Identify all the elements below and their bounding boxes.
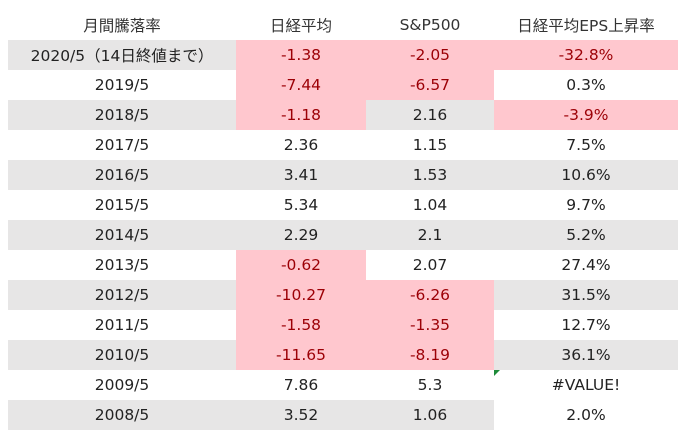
period-cell[interactable]: 2014/5 xyxy=(8,220,236,250)
eps-cell[interactable]: -3.9% xyxy=(494,100,678,130)
table-row: 2012/5 -10.27 -6.26 31.5% xyxy=(8,280,678,310)
eps-cell[interactable]: 31.5% xyxy=(494,280,678,310)
sp500-cell[interactable]: 1.15 xyxy=(412,136,448,154)
table-row: 2014/5 2.29 2.1 5.2% xyxy=(8,220,678,250)
eps-cell[interactable]: 5.2% xyxy=(494,220,678,250)
nikkei-cell[interactable]: -0.62 xyxy=(236,250,366,280)
eps-cell[interactable]: 12.7% xyxy=(561,316,611,334)
nikkei-cell[interactable]: 3.41 xyxy=(236,160,366,190)
returns-table: 月間騰落率 日経平均 S&P500 日経平均EPS上昇率 2020/5（14日終… xyxy=(8,10,678,430)
nikkei-cell[interactable]: 2.36 xyxy=(283,136,319,154)
period-cell[interactable]: 2019/5 xyxy=(94,76,150,94)
period-cell[interactable]: 2020/5（14日終値まで） xyxy=(8,40,236,70)
period-cell[interactable]: 2018/5 xyxy=(8,100,236,130)
table-row: 2020/5（14日終値まで） -1.38 -2.05 -32.8% xyxy=(8,40,678,70)
table-row: 2015/5 5.34 1.04 9.7% xyxy=(8,190,678,220)
eps-cell[interactable]: 0.3% xyxy=(566,76,606,94)
table-row: 2013/5 -0.62 2.07 27.4% xyxy=(8,250,678,280)
sp500-cell[interactable]: 5.3 xyxy=(417,376,443,394)
table-row: 2009/5 7.86 5.3 #VALUE! xyxy=(8,370,678,400)
table-row: 2016/5 3.41 1.53 10.6% xyxy=(8,160,678,190)
header-period[interactable]: 月間騰落率 xyxy=(83,17,161,35)
sp500-cell[interactable]: 2.07 xyxy=(412,256,448,274)
sp500-cell[interactable]: 2.1 xyxy=(366,220,494,250)
sp500-cell[interactable]: 1.04 xyxy=(412,196,448,214)
eps-cell[interactable]: 7.5% xyxy=(566,136,606,154)
period-cell[interactable]: 2015/5 xyxy=(94,196,150,214)
nikkei-cell[interactable]: -7.44 xyxy=(236,70,366,100)
period-cell[interactable]: 2011/5 xyxy=(94,316,150,334)
header-sp500[interactable]: S&P500 xyxy=(399,16,461,34)
sp500-cell[interactable]: -6.57 xyxy=(366,70,494,100)
period-cell[interactable]: 2016/5 xyxy=(8,160,236,190)
header-row: 月間騰落率 日経平均 S&P500 日経平均EPS上昇率 xyxy=(8,10,678,40)
nikkei-cell[interactable]: 2.29 xyxy=(236,220,366,250)
table-row: 2010/5 -11.65 -8.19 36.1% xyxy=(8,340,678,370)
eps-cell[interactable]: 27.4% xyxy=(561,256,611,274)
sp500-cell[interactable]: 1.53 xyxy=(366,160,494,190)
nikkei-cell[interactable]: 3.52 xyxy=(236,400,366,430)
eps-cell[interactable]: 36.1% xyxy=(494,340,678,370)
period-cell[interactable]: 2009/5 xyxy=(94,376,150,394)
period-cell[interactable]: 2013/5 xyxy=(94,256,150,274)
nikkei-cell[interactable]: -10.27 xyxy=(236,280,366,310)
table-row: 2008/5 3.52 1.06 2.0% xyxy=(8,400,678,430)
period-cell[interactable]: 2017/5 xyxy=(94,136,150,154)
table-row: 2018/5 -1.18 2.16 -3.9% xyxy=(8,100,678,130)
sp500-cell[interactable]: -8.19 xyxy=(366,340,494,370)
nikkei-cell[interactable]: 7.86 xyxy=(283,376,319,394)
error-indicator-icon xyxy=(494,370,500,376)
nikkei-cell[interactable]: -1.18 xyxy=(236,100,366,130)
header-eps[interactable]: 日経平均EPS上昇率 xyxy=(517,17,655,35)
eps-cell[interactable]: 2.0% xyxy=(494,400,678,430)
nikkei-cell[interactable]: 5.34 xyxy=(283,196,319,214)
sp500-cell[interactable]: -1.35 xyxy=(366,310,494,340)
eps-cell[interactable]: 9.7% xyxy=(566,196,606,214)
sp500-cell[interactable]: -2.05 xyxy=(366,40,494,70)
period-cell[interactable]: 2010/5 xyxy=(8,340,236,370)
period-cell[interactable]: 2008/5 xyxy=(8,400,236,430)
header-nikkei[interactable]: 日経平均 xyxy=(269,17,332,35)
sp500-cell[interactable]: -6.26 xyxy=(366,280,494,310)
period-cell[interactable]: 2012/5 xyxy=(8,280,236,310)
sp500-cell[interactable]: 2.16 xyxy=(366,100,494,130)
table-row: 2019/5 -7.44 -6.57 0.3% xyxy=(8,70,678,100)
eps-cell[interactable]: #VALUE! xyxy=(494,370,678,400)
nikkei-cell[interactable]: -1.38 xyxy=(236,40,366,70)
eps-cell[interactable]: 10.6% xyxy=(494,160,678,190)
table-row: 2017/5 2.36 1.15 7.5% xyxy=(8,130,678,160)
nikkei-cell[interactable]: -1.58 xyxy=(236,310,366,340)
eps-error-value: #VALUE! xyxy=(551,376,621,394)
nikkei-cell[interactable]: -11.65 xyxy=(236,340,366,370)
eps-cell[interactable]: -32.8% xyxy=(494,40,678,70)
table-row: 2011/5 -1.58 -1.35 12.7% xyxy=(8,310,678,340)
sp500-cell[interactable]: 1.06 xyxy=(366,400,494,430)
